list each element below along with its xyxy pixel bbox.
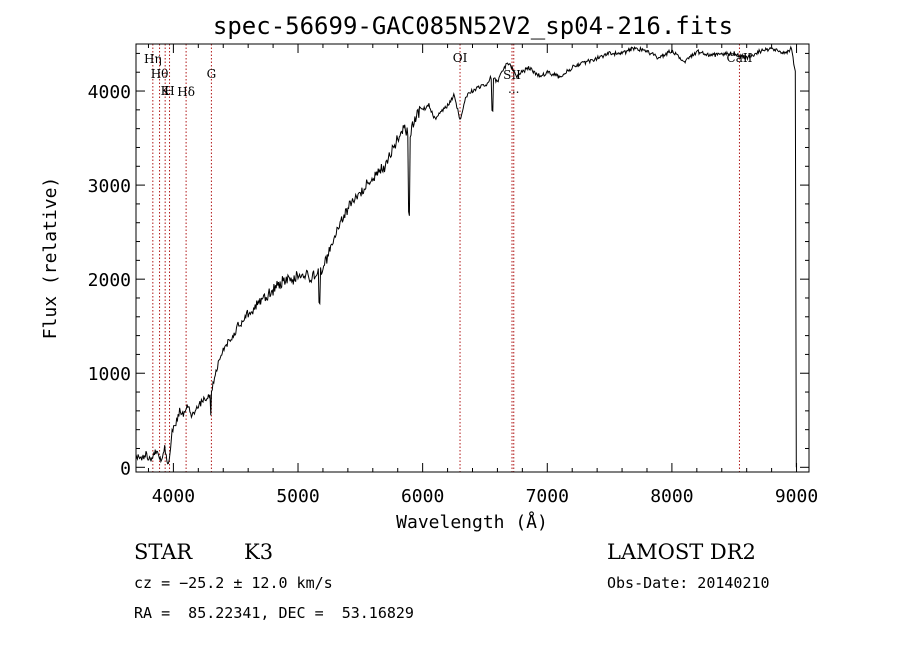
plot-frame — [135, 43, 810, 473]
x-tick-label: 7000 — [526, 486, 569, 507]
y-tick-label: 0 — [120, 458, 131, 479]
feature-label: G — [207, 67, 217, 81]
feature-label: SII — [503, 68, 521, 82]
y-tick-label: 1000 — [88, 364, 131, 385]
feature-label: Hη — [144, 52, 162, 66]
object-class: STAR — [134, 540, 193, 564]
object-subclass: K3 — [244, 540, 274, 564]
redshift-text: cz = −25.2 ± 12.0 km/s — [134, 574, 333, 592]
feature-label: Hθ — [151, 67, 169, 81]
feature-label: OI — [453, 51, 468, 65]
y-axis-label: Flux (relative) — [40, 177, 61, 340]
x-tick-label: 8000 — [650, 486, 693, 507]
feature-label: CaII — [727, 51, 753, 65]
x-tick-label: 9000 — [775, 486, 818, 507]
y-tick-label: 3000 — [88, 176, 131, 197]
x-tick-label: 4000 — [152, 486, 195, 507]
chart-title: spec-56699-GAC085N52V2_sp04-216.fits — [213, 12, 733, 40]
feature-label: Hδ — [177, 85, 195, 99]
x-axis-label: Wavelength (Å) — [396, 511, 548, 533]
feature-label: ... — [508, 82, 519, 96]
x-tick-label: 5000 — [276, 486, 319, 507]
survey-name: LAMOST DR2 — [607, 540, 756, 564]
y-tick-label: 4000 — [88, 82, 131, 103]
y-tick-label: 2000 — [88, 270, 131, 291]
spectrum-line — [135, 45, 797, 468]
feature-label: H — [164, 84, 174, 98]
observation-date: Obs-Date: 20140210 — [607, 574, 770, 592]
axis-ticks: 4000 5000 6000 7000 8000 9000 0 1000 2000 3000 400… — [88, 44, 818, 507]
feature-label: K — [161, 84, 171, 98]
x-tick-label: 6000 — [401, 486, 444, 507]
coordinates-text: RA = 85.22341, DEC = 53.16829 — [134, 604, 414, 622]
